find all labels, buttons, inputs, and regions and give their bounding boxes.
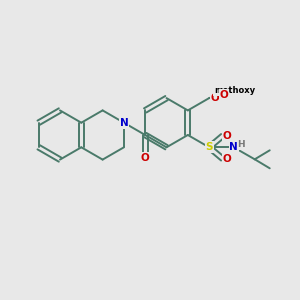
Text: O: O [141,153,150,163]
Text: N: N [230,142,238,152]
Text: methoxy: methoxy [214,86,255,95]
Text: O: O [211,93,220,103]
Text: O: O [223,154,232,164]
Text: S: S [206,142,213,152]
Text: H: H [237,140,245,149]
Text: O: O [220,90,229,100]
Text: O: O [223,131,232,141]
Text: N: N [119,118,128,128]
